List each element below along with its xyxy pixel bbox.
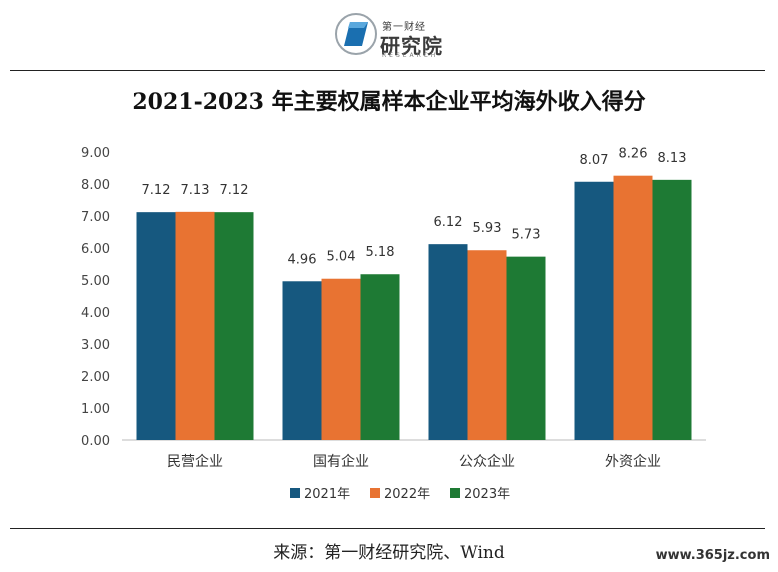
data-label: 5.73 — [512, 228, 541, 243]
bar — [282, 281, 322, 440]
bar — [214, 212, 254, 440]
legend-label: 2023年 — [464, 487, 510, 502]
category-label: 外资企业 — [605, 453, 661, 470]
legend-swatch — [450, 488, 460, 498]
legend-label: 2021年 — [304, 487, 350, 502]
research-logo: 第一财经 研究院 RESEARCH — [334, 10, 444, 60]
bar — [321, 278, 361, 440]
chart-title: 2021-2023 年主要权属样本企业平均海外收入得分 — [132, 89, 646, 115]
source-note: 来源：第一财经研究院、Wind — [273, 543, 505, 563]
bar — [136, 212, 176, 440]
data-label: 7.12 — [142, 183, 171, 198]
logo-sub-text: RESEARCH — [382, 52, 439, 59]
bar — [613, 175, 653, 440]
logo-mark-icon — [335, 13, 377, 55]
logo-small-text: 第一财经 — [382, 22, 426, 33]
y-tick-label: 9.00 — [81, 146, 110, 161]
data-label: 8.07 — [580, 153, 609, 168]
legend-swatch — [370, 488, 380, 498]
legend-swatch — [290, 488, 300, 498]
logo-big-text: 研究院 — [380, 34, 443, 58]
data-label: 5.93 — [473, 221, 502, 236]
data-label: 5.18 — [366, 245, 395, 260]
bar — [360, 274, 400, 440]
bar — [428, 244, 468, 440]
y-tick-label: 7.00 — [81, 210, 110, 225]
data-label: 7.12 — [220, 183, 249, 198]
data-label: 8.26 — [619, 147, 648, 162]
y-tick-label: 3.00 — [81, 338, 110, 353]
data-label: 5.04 — [327, 250, 356, 265]
bar — [574, 181, 614, 440]
bar — [652, 179, 692, 440]
y-tick-label: 2.00 — [81, 370, 110, 385]
y-tick-label: 5.00 — [81, 274, 110, 289]
data-label: 7.13 — [181, 183, 210, 198]
data-label: 6.12 — [434, 215, 463, 230]
data-label: 8.13 — [658, 151, 687, 166]
y-tick-label: 8.00 — [81, 178, 110, 193]
y-tick-label: 1.00 — [81, 402, 110, 417]
bar — [175, 211, 215, 440]
bottom-rule — [10, 528, 765, 529]
y-tick-label: 0.00 — [81, 434, 110, 449]
watermark-text: www.365jz.com — [655, 548, 770, 563]
category-label: 民营企业 — [167, 453, 223, 470]
category-label: 国有企业 — [313, 453, 369, 470]
y-tick-label: 4.00 — [81, 306, 110, 321]
bar — [467, 250, 507, 440]
bar — [506, 256, 546, 440]
data-label: 4.96 — [288, 252, 317, 267]
category-label: 公众企业 — [459, 453, 515, 470]
legend-label: 2022年 — [384, 487, 430, 502]
y-tick-label: 6.00 — [81, 242, 110, 257]
top-rule — [10, 70, 765, 71]
